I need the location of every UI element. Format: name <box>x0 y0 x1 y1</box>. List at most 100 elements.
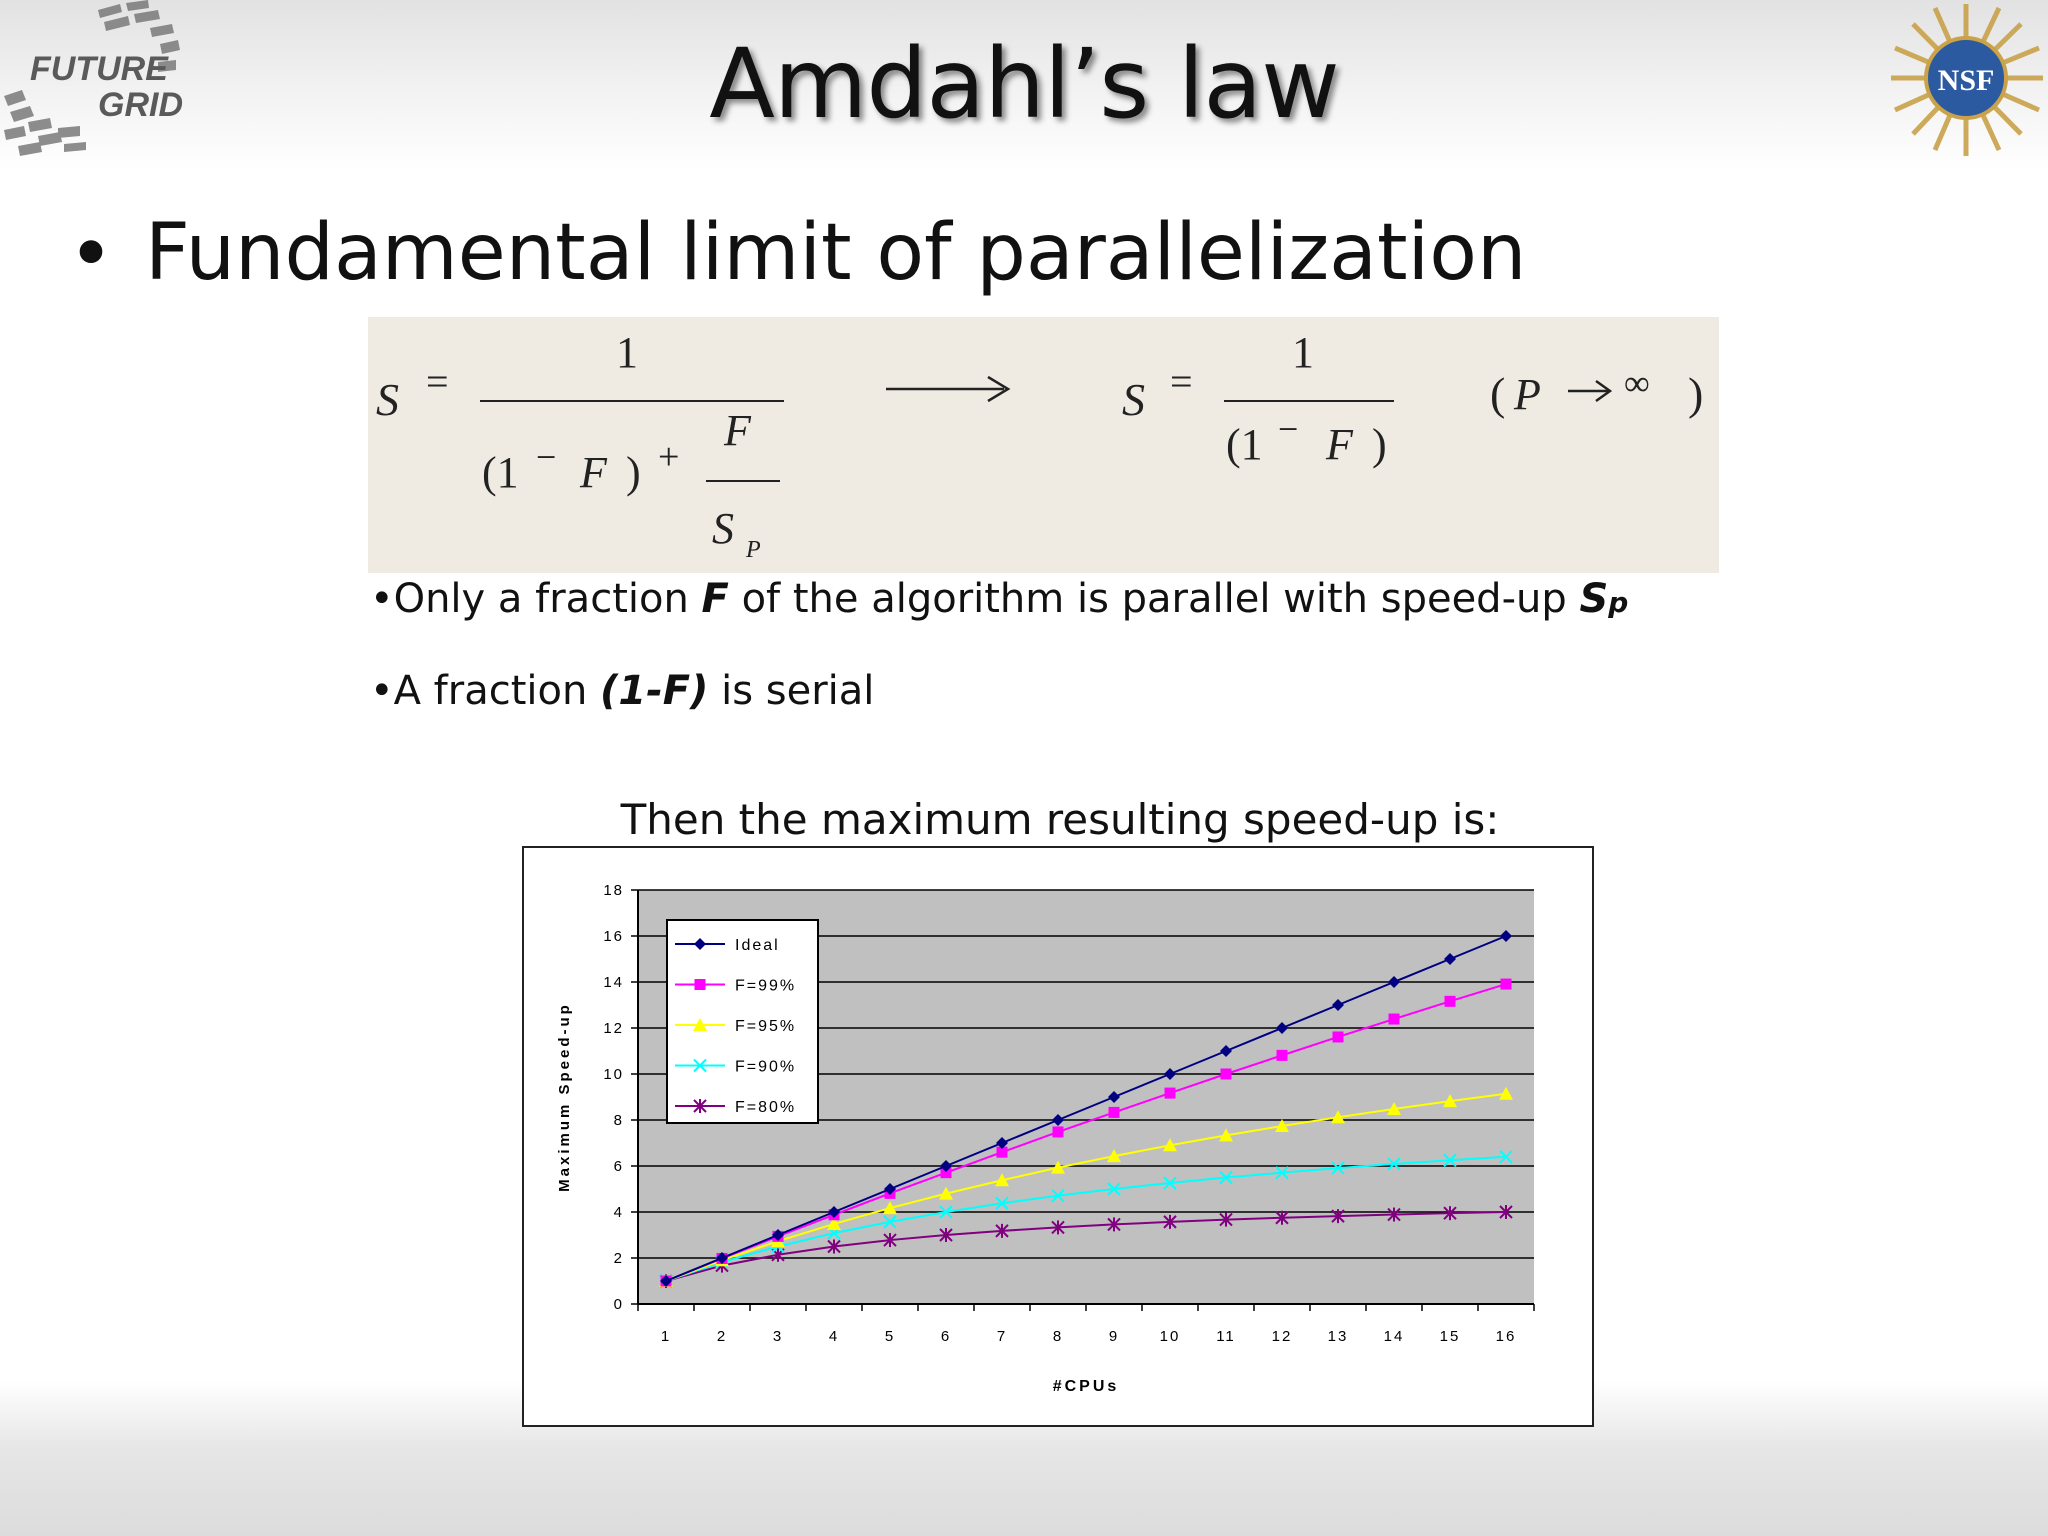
point-ideal <box>1108 1091 1120 1103</box>
legend-marker <box>693 1058 707 1073</box>
point-f99 <box>1276 1049 1288 1061</box>
slide-title: Amdahl’s law <box>709 28 1340 140</box>
formula-Sp-S: S <box>712 504 734 553</box>
sub-line-fraction: •Only a fraction F of the algorithm is p… <box>370 576 1628 622</box>
y-tick-label: 18 <box>603 882 624 899</box>
point-f95 <box>1331 1110 1345 1124</box>
point-f95 <box>1107 1149 1121 1163</box>
formula-S-right: S <box>1122 374 1145 425</box>
formula-numerator-left: 1 <box>616 328 638 377</box>
x-axis-label: #CPUs <box>1053 1378 1120 1395</box>
point-f90 <box>939 1205 953 1219</box>
legend-label: F=99% <box>735 978 796 995</box>
legend-marker <box>693 1018 707 1031</box>
sub-line-serial-pre: •A fraction <box>370 668 601 714</box>
series-line-ideal <box>665 935 1507 1282</box>
legend-box <box>666 919 819 1124</box>
point-ideal <box>996 1137 1008 1149</box>
sub-line-fraction-sp-sub: p <box>1608 586 1629 619</box>
point-f99 <box>996 1146 1008 1158</box>
point-f80 <box>939 1228 953 1242</box>
point-f90 <box>883 1215 897 1229</box>
formula-close-left: ) <box>626 448 641 497</box>
formula-limit-inf: ∞ <box>1624 363 1650 403</box>
point-ideal <box>828 1206 840 1218</box>
point-f95 <box>827 1216 841 1230</box>
point-f80 <box>1387 1207 1401 1222</box>
point-ideal <box>884 1183 896 1195</box>
series-line-f80 <box>665 1211 1507 1282</box>
point-ideal <box>772 1229 784 1241</box>
point-f95 <box>1387 1101 1401 1115</box>
point-ideal <box>1220 1045 1232 1057</box>
formula-eq-right: = <box>1170 359 1193 404</box>
formula-plus-left: + <box>658 436 679 478</box>
logo-nsf-text: NSF <box>1938 64 1995 97</box>
point-ideal <box>1444 953 1456 965</box>
point-f80 <box>1219 1212 1233 1227</box>
bullet-text: Fundamental limit of parallelization <box>145 208 1527 298</box>
nsf-logo: NSF <box>1891 4 2043 156</box>
y-tick-label: 2 <box>614 1250 624 1267</box>
formula-limit-lparen: ( <box>1490 368 1505 419</box>
formula-close-right: ) <box>1372 420 1387 469</box>
point-f90 <box>1387 1157 1401 1171</box>
point-f95 <box>1499 1086 1513 1100</box>
series-line-f99 <box>665 983 1507 1282</box>
point-f80 <box>1443 1206 1457 1221</box>
point-f95 <box>1219 1128 1233 1142</box>
point-f95 <box>1275 1118 1289 1132</box>
formula-box: S = 1 (1 − F ) + F S P S = 1 (1 − F ) ( … <box>368 317 1719 573</box>
legend-marker <box>694 979 706 990</box>
y-tick-label: 8 <box>614 1112 624 1129</box>
point-f99 <box>1332 1031 1344 1043</box>
point-f80 <box>1331 1209 1345 1224</box>
point-ideal <box>1052 1114 1064 1126</box>
point-f90 <box>1219 1170 1233 1185</box>
formula-S-left: S <box>376 374 399 425</box>
point-ideal <box>660 1275 672 1287</box>
point-ideal <box>940 1160 952 1172</box>
legend-label: Ideal <box>735 937 780 954</box>
x-tick-label: 7 <box>997 1328 1007 1345</box>
sub-line-serial: •A fraction (1-F) is serial <box>370 668 874 714</box>
formula-minus-left: − <box>536 437 556 477</box>
x-tick-label: 16 <box>1496 1328 1517 1345</box>
y-tick-label: 0 <box>614 1296 624 1313</box>
legend-label: F=95% <box>735 1018 796 1035</box>
point-f80 <box>1107 1217 1121 1232</box>
point-ideal <box>1164 1068 1176 1080</box>
x-tick-label: 13 <box>1328 1328 1349 1345</box>
x-tick-label: 4 <box>829 1328 839 1345</box>
logo-grid-text: GRID <box>98 86 183 124</box>
y-tick-label: 10 <box>603 1066 624 1083</box>
point-f80 <box>1275 1210 1289 1225</box>
point-f95 <box>883 1201 897 1215</box>
point-f80 <box>1051 1220 1065 1235</box>
formula-open-right: (1 <box>1226 420 1263 469</box>
point-ideal <box>1500 930 1512 942</box>
bullet-dot: • <box>68 210 115 300</box>
point-f90 <box>1107 1182 1121 1196</box>
point-f90 <box>1443 1153 1457 1167</box>
x-tick-label: 2 <box>717 1328 727 1345</box>
series-line-f90 <box>665 1155 1507 1282</box>
y-tick-label: 16 <box>603 928 624 945</box>
point-f99 <box>1444 995 1456 1007</box>
point-f95 <box>939 1186 953 1200</box>
point-f95 <box>1163 1138 1177 1152</box>
y-tick-label: 14 <box>603 974 624 991</box>
point-f95 <box>1443 1094 1457 1108</box>
formula-F-num: F <box>723 406 752 455</box>
x-tick-label: 12 <box>1272 1328 1293 1345</box>
point-ideal <box>1332 999 1344 1011</box>
formula-limit-rparen: ) <box>1688 368 1703 419</box>
point-f90 <box>1163 1176 1177 1190</box>
legend-marker <box>694 938 706 950</box>
y-tick-label: 6 <box>614 1158 624 1175</box>
point-f95 <box>995 1173 1009 1187</box>
formula-limit-arrow-head <box>1595 379 1613 403</box>
title-band <box>0 0 2048 175</box>
x-tick-label: 1 <box>661 1328 671 1345</box>
formula-eq-left: = <box>426 359 449 404</box>
